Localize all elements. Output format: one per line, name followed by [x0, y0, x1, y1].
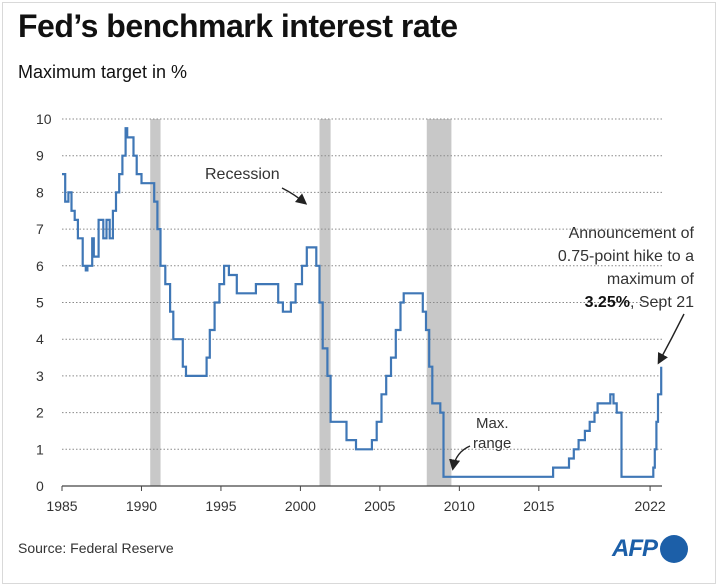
max-range-label-2: range [473, 435, 511, 452]
x-tick-label-2000: 2000 [285, 498, 316, 514]
max-range-label-1: Max. [476, 415, 509, 432]
afp-logo: AFP [612, 532, 688, 566]
x-tick-label-1990: 1990 [126, 498, 157, 514]
y-tick-label-4: 4 [36, 331, 44, 347]
afp-logo-text: AFP [612, 535, 658, 562]
recession-annotation: Recession [205, 166, 280, 183]
x-tick-label-2010: 2010 [444, 498, 475, 514]
announcement-line-3: maximum of [607, 271, 695, 288]
announcement-line-4: 3.25%, Sept 21 [585, 294, 695, 311]
chart-subtitle: Maximum target in % [18, 62, 188, 82]
y-tick-label-0: 0 [36, 478, 44, 494]
y-tick-label-7: 7 [36, 221, 44, 237]
y-tick-label-9: 9 [36, 148, 44, 164]
announcement-arrow [657, 313, 685, 365]
x-tick-label-2005: 2005 [364, 498, 395, 514]
y-tick-label-3: 3 [36, 368, 44, 384]
y-tick-label-1: 1 [36, 441, 44, 457]
chart-title: Fed’s benchmark interest rate [18, 8, 458, 44]
afp-logo-dot-icon [660, 535, 688, 563]
announcement-line-1: Announcement of [569, 225, 695, 242]
y-tick-label-8: 8 [36, 184, 44, 200]
rate-series-line [62, 127, 663, 478]
recession-arrow [281, 187, 308, 205]
y-tick-label-10: 10 [36, 111, 52, 127]
x-tick-label-1985: 1985 [46, 498, 77, 514]
y-tick-label-6: 6 [36, 258, 44, 274]
x-tick-label-2015: 2015 [523, 498, 554, 514]
announcement-rate-value: 3.25% [585, 294, 630, 311]
max-range-arrow [449, 445, 471, 471]
y-tick-label-5: 5 [36, 295, 44, 311]
y-tick-label-2: 2 [36, 405, 44, 421]
recession-band-1 [150, 119, 161, 486]
x-tick-label-1995: 1995 [205, 498, 236, 514]
announcement-date: , Sept 21 [630, 294, 694, 311]
announcement-line-2: 0.75-point hike to a [558, 248, 694, 265]
source-note: Source: Federal Reserve [18, 540, 174, 556]
x-tick-label-2022: 2022 [635, 498, 666, 514]
